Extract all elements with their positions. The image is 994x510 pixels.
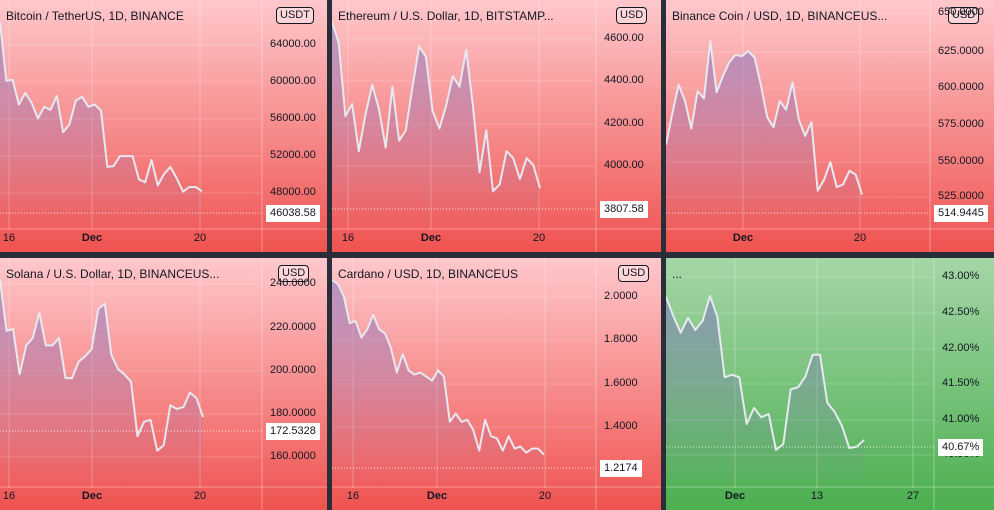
time-scale-label: 16 [2, 490, 16, 502]
last-price-label: 172.5328 [266, 423, 320, 440]
chart-canvas [666, 258, 994, 510]
time-scale-label: 16 [346, 490, 360, 502]
time-scale-label: 16 [341, 232, 355, 244]
price-scale-label: 4000.00 [604, 159, 644, 171]
price-scale-label: 4200.00 [604, 117, 644, 129]
price-scale-label: 64000.00 [270, 38, 316, 50]
chart-canvas [0, 0, 327, 252]
chart-title: Solana / U.S. Dollar, 1D, BINANCEUS... [6, 267, 220, 281]
currency-button[interactable]: USD [616, 7, 648, 24]
currency-button[interactable]: USD [618, 265, 650, 282]
price-scale-label: 525.0000 [938, 190, 984, 202]
price-scale-label: 650.0000 [938, 6, 984, 18]
currency-button[interactable]: USDT [276, 7, 314, 24]
price-scale-label: 42.50% [942, 306, 980, 318]
time-scale-label: 20 [538, 490, 552, 502]
chart-title: Bitcoin / TetherUS, 1D, BINANCE [6, 9, 184, 23]
price-scale-label: 56000.00 [270, 112, 316, 124]
price-area-fill [332, 22, 540, 229]
time-scale-label: 20 [532, 232, 546, 244]
price-scale-label: 550.0000 [938, 155, 984, 167]
last-price-label: 46038.58 [266, 205, 320, 222]
last-price-label: 3807.58 [600, 201, 648, 218]
price-scale-label: 41.50% [942, 377, 980, 389]
time-scale-label: 27 [906, 490, 920, 502]
time-scale-label: 20 [193, 490, 207, 502]
time-scale-label: Dec [724, 490, 746, 502]
chart-panel-bitcoin[interactable]: Bitcoin / TetherUS, 1D, BINANCE USDT 64000… [0, 0, 327, 252]
price-scale-label: 1.4000 [604, 420, 638, 432]
time-scale-label: Dec [732, 232, 754, 244]
price-scale-label: 625.0000 [938, 45, 984, 57]
time-scale-label: Dec [81, 490, 103, 502]
price-scale-label: 2.0000 [604, 290, 638, 302]
price-area-fill [332, 280, 544, 487]
chart-panel-ethereum[interactable]: Ethereum / U.S. Dollar, 1D, BITSTAMP... U… [332, 0, 661, 252]
chart-title: Binance Coin / USD, 1D, BINANCEUS... [672, 9, 888, 23]
price-area-fill [0, 280, 203, 487]
chart-title: Cardano / USD, 1D, BINANCEUS [338, 267, 519, 281]
price-line [332, 21, 541, 193]
chart-canvas [0, 258, 327, 510]
price-scale-label: 42.00% [942, 342, 980, 354]
price-scale-label: 43.00% [942, 270, 980, 282]
price-scale-label: 1.8000 [604, 333, 638, 345]
price-area-fill [0, 22, 202, 229]
price-line [0, 279, 204, 452]
price-scale-label: 200.0000 [270, 364, 316, 376]
price-scale-label: 52000.00 [270, 149, 316, 161]
currency-button[interactable]: USD [948, 7, 980, 24]
price-line [666, 40, 863, 195]
price-scale-label: 4400.00 [604, 74, 644, 86]
chart-panel-binance-coin[interactable]: Binance Coin / USD, 1D, BINANCEUS... USD 6… [666, 0, 994, 252]
time-scale-label: Dec [420, 232, 442, 244]
time-scale-label: 20 [193, 232, 207, 244]
time-scale-label: 20 [853, 232, 867, 244]
chart-title: ... [672, 267, 683, 281]
time-scale-label: Dec [81, 232, 103, 244]
chart-panel-solana[interactable]: Solana / U.S. Dollar, 1D, BINANCEUS... US… [0, 258, 327, 510]
price-scale-label: 4600.00 [604, 32, 644, 44]
price-scale-label: 160.0000 [270, 450, 316, 462]
price-line [332, 279, 545, 456]
currency-button[interactable]: USD [278, 265, 310, 282]
last-price-label: 514.9445 [934, 205, 988, 222]
chart-panel-cardano[interactable]: Cardano / USD, 1D, BINANCEUS USD 2.0000 1.8… [332, 258, 661, 510]
price-scale-label: 240.0000 [270, 277, 316, 289]
price-scale-label: 1.6000 [604, 377, 638, 389]
price-scale-label: 600.0000 [938, 81, 984, 93]
price-line [666, 295, 865, 451]
chart-title: Ethereum / U.S. Dollar, 1D, BITSTAMP... [338, 9, 554, 23]
price-area-fill [666, 296, 864, 487]
time-scale-label: 16 [2, 232, 16, 244]
chart-canvas [332, 258, 661, 510]
last-price-label: 40.67% [938, 439, 984, 456]
price-scale-label: 48000.00 [270, 186, 316, 198]
chart-panel-percent[interactable]: ...43.00%42.50%42.00%41.50%41.00%40.50%4… [666, 258, 994, 510]
last-price-label: 1.2174 [600, 460, 642, 477]
price-scale-label: 180.0000 [270, 407, 316, 419]
price-scale-label: 575.0000 [938, 118, 984, 130]
price-scale-label: 60000.00 [270, 75, 316, 87]
price-area-fill [666, 41, 862, 230]
price-line [0, 21, 203, 193]
price-scale-label: 41.00% [942, 413, 980, 425]
price-scale-label: 220.0000 [270, 321, 316, 333]
time-scale-label: Dec [426, 490, 448, 502]
time-scale-label: 13 [810, 490, 824, 502]
